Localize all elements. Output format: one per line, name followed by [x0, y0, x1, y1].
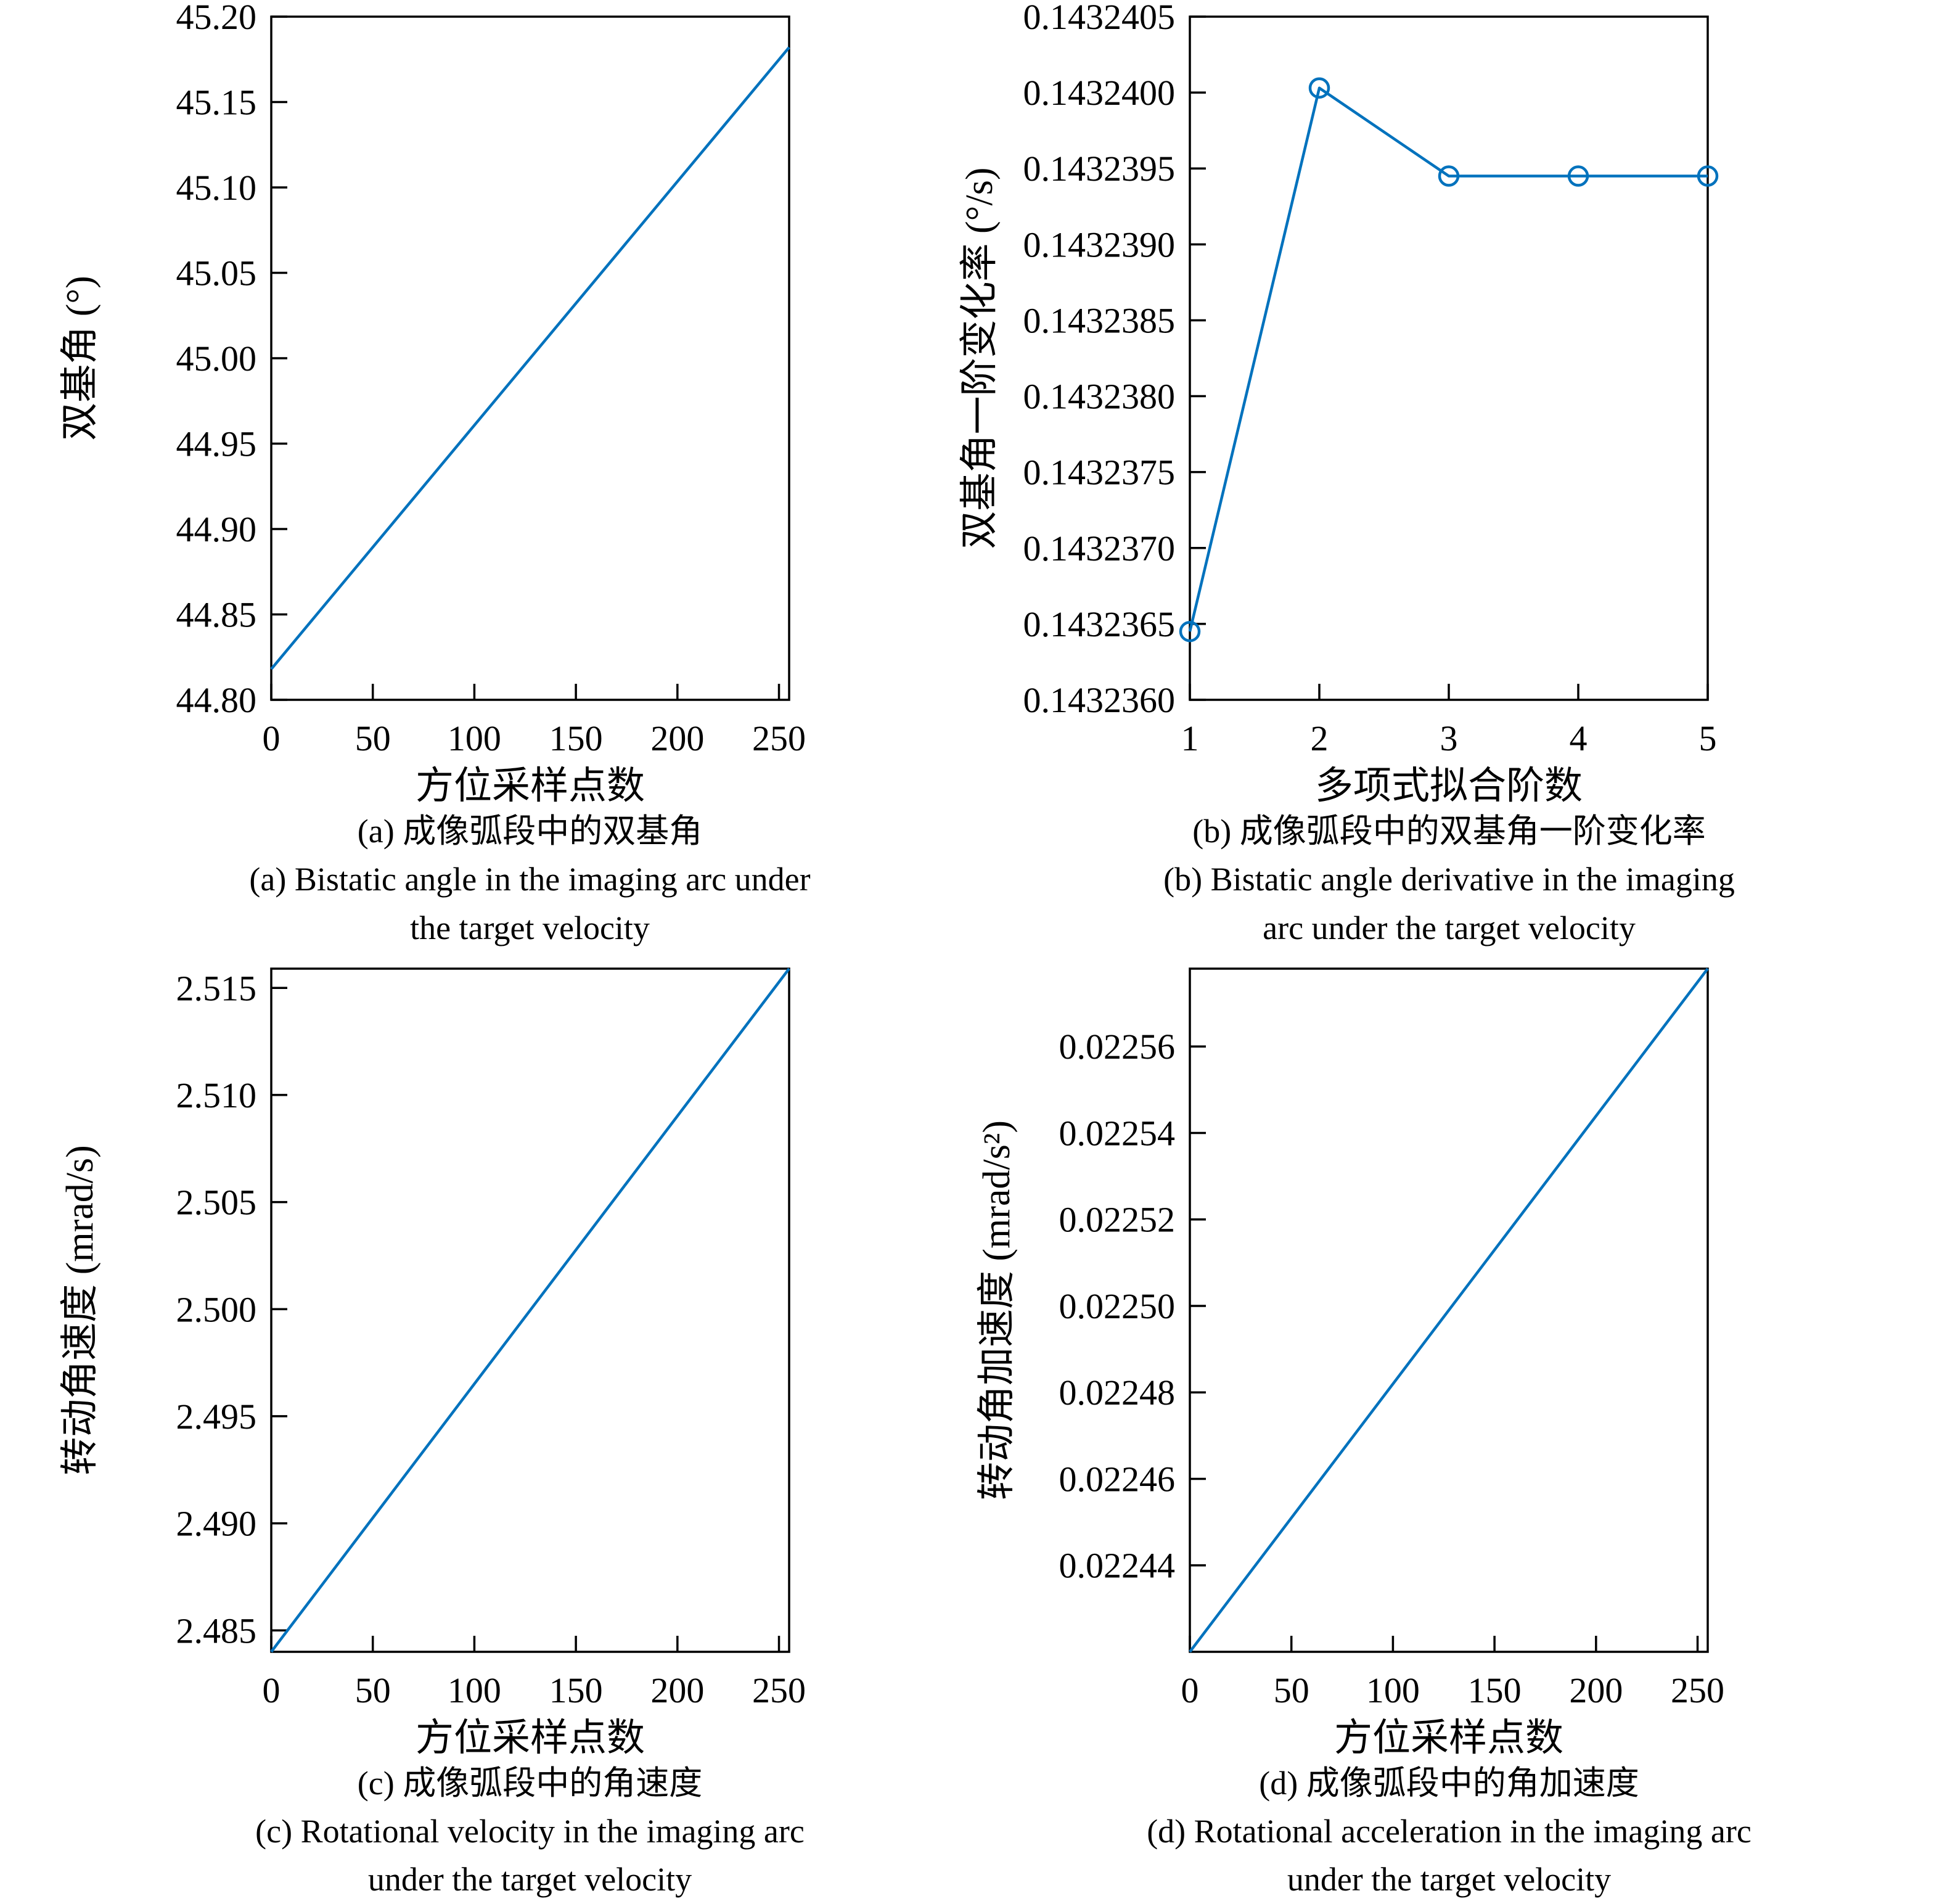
- caption-c: (c) 成像弧段中的角速度 (c) Rotational velocity in…: [44, 1759, 1015, 1904]
- svg-text:200: 200: [650, 718, 704, 758]
- svg-text:2.515: 2.515: [176, 968, 257, 1008]
- chart-b-bistatic-angle-derivative: 1 2 3 4 5 0.1432360 0.1432365 0.1432370 0.143237…: [959, 0, 1719, 807]
- svg-text:45.05: 45.05: [176, 253, 257, 293]
- svg-text:0: 0: [1181, 1670, 1199, 1710]
- svg-text:0.1432400: 0.1432400: [1023, 73, 1176, 113]
- svg-text:2.485: 2.485: [176, 1611, 257, 1651]
- svg-text:2.510: 2.510: [176, 1075, 257, 1115]
- svg-text:0.1432370: 0.1432370: [1023, 528, 1176, 568]
- svg-text:0.02244: 0.02244: [1059, 1546, 1176, 1586]
- svg-text:44.80: 44.80: [176, 680, 257, 720]
- caption-d-en-1: (d) Rotational acceleration in the imagi…: [1147, 1813, 1751, 1850]
- svg-text:2: 2: [1311, 718, 1329, 758]
- svg-text:50: 50: [355, 1670, 391, 1710]
- svg-text:200: 200: [650, 1670, 704, 1710]
- caption-b-en-2: arc under the target velocity: [1263, 909, 1636, 946]
- svg-text:250: 250: [752, 1670, 806, 1710]
- svg-text:44.95: 44.95: [176, 424, 257, 464]
- svg-text:0.02254: 0.02254: [1059, 1113, 1176, 1153]
- svg-text:0.1432395: 0.1432395: [1023, 149, 1176, 189]
- svg-text:方位采样点数: 方位采样点数: [416, 765, 645, 807]
- svg-text:0.02256: 0.02256: [1059, 1027, 1176, 1067]
- svg-text:0.02250: 0.02250: [1059, 1286, 1176, 1326]
- svg-text:方位采样点数: 方位采样点数: [1334, 1717, 1563, 1759]
- caption-d-zh: (d) 成像弧段中的角加速度: [1259, 1764, 1639, 1802]
- svg-text:45.10: 45.10: [176, 168, 257, 208]
- svg-text:转动角速度 (mrad/s): 转动角速度 (mrad/s): [59, 1145, 101, 1475]
- svg-text:150: 150: [1468, 1670, 1522, 1710]
- svg-text:0.1432385: 0.1432385: [1023, 300, 1176, 340]
- svg-text:44.85: 44.85: [176, 595, 257, 635]
- caption-c-zh: (c) 成像弧段中的角速度: [357, 1764, 703, 1802]
- caption-b: (b) 成像弧段中的双基角一阶变化率 (b) Bistatic angle de…: [964, 807, 1935, 952]
- svg-text:250: 250: [752, 718, 806, 758]
- svg-text:0.1432405: 0.1432405: [1023, 0, 1176, 37]
- caption-d: (d) 成像弧段中的角加速度 (d) Rotational accelerati…: [964, 1759, 1935, 1904]
- svg-text:5: 5: [1699, 718, 1717, 758]
- svg-text:双基角一阶变化率 (°/s): 双基角一阶变化率 (°/s): [959, 168, 1001, 549]
- chart-a-bistatic-angle: 0 50 100 150 200 250 44.80 44.85 44.90 44.95 45.00…: [59, 0, 806, 807]
- svg-text:4: 4: [1570, 718, 1588, 758]
- caption-a: (a) 成像弧段中的双基角 (a) Bistatic angle in the …: [44, 807, 1015, 952]
- svg-text:2.490: 2.490: [176, 1503, 257, 1543]
- svg-text:45.00: 45.00: [176, 339, 257, 379]
- svg-text:0.1432390: 0.1432390: [1023, 224, 1176, 265]
- svg-text:3: 3: [1440, 718, 1458, 758]
- caption-a-zh: (a) 成像弧段中的双基角: [357, 813, 703, 850]
- svg-text:45.15: 45.15: [176, 83, 257, 123]
- chart-c-rotational-velocity: 0 50 100 150 200 250 2.485 2.490 2.495 2.500 2.505…: [59, 967, 806, 1759]
- svg-text:转动角加速度 (mrad/s²): 转动角加速度 (mrad/s²): [976, 1120, 1018, 1500]
- caption-d-en-2: under the target velocity: [1287, 1861, 1612, 1898]
- svg-text:0: 0: [263, 718, 281, 758]
- caption-b-zh: (b) 成像弧段中的双基角一阶变化率: [1192, 813, 1706, 850]
- svg-text:0.1432365: 0.1432365: [1023, 604, 1176, 644]
- subplot-d: 0 50 100 150 200 250 0.02244 0.02246 0.02248 0.02…: [971, 952, 1942, 1904]
- svg-text:0: 0: [263, 1670, 281, 1710]
- svg-text:50: 50: [355, 718, 391, 758]
- svg-text:0.02248: 0.02248: [1059, 1373, 1176, 1413]
- chart-d-rotational-acceleration: 0 50 100 150 200 250 0.02244 0.02246 0.02248 0.02…: [976, 967, 1724, 1759]
- svg-text:双基角 (°): 双基角 (°): [59, 276, 101, 441]
- svg-text:44.90: 44.90: [176, 509, 257, 549]
- caption-c-en-1: (c) Rotational velocity in the imaging a…: [255, 1813, 805, 1850]
- svg-text:2.495: 2.495: [176, 1397, 257, 1437]
- svg-text:100: 100: [448, 1670, 501, 1710]
- subplot-a: 0 50 100 150 200 250 44.80 44.85 44.90 44.95 45.00…: [0, 0, 971, 952]
- svg-text:150: 150: [549, 1670, 603, 1710]
- svg-text:2.505: 2.505: [176, 1182, 257, 1222]
- caption-a-en-1: (a) Bistatic angle in the imaging arc un…: [249, 861, 811, 898]
- svg-text:2.500: 2.500: [176, 1289, 257, 1329]
- subplot-b: 1 2 3 4 5 0.1432360 0.1432365 0.1432370 0.143237…: [959, 0, 1942, 952]
- svg-text:45.20: 45.20: [176, 0, 257, 37]
- svg-text:200: 200: [1569, 1670, 1623, 1710]
- caption-c-en-2: under the target velocity: [367, 1861, 692, 1898]
- caption-b-en-1: (b) Bistatic angle derivative in the ima…: [1163, 861, 1735, 898]
- svg-text:100: 100: [1366, 1670, 1420, 1710]
- svg-text:150: 150: [549, 718, 603, 758]
- svg-text:1: 1: [1181, 718, 1199, 758]
- caption-a-en-2: the target velocity: [410, 909, 650, 946]
- svg-text:0.02246: 0.02246: [1059, 1459, 1176, 1499]
- svg-text:多项式拟合阶数: 多项式拟合阶数: [1315, 765, 1583, 807]
- svg-text:100: 100: [448, 718, 501, 758]
- svg-text:0.1432375: 0.1432375: [1023, 453, 1176, 493]
- svg-text:50: 50: [1274, 1670, 1309, 1710]
- svg-text:0.1432380: 0.1432380: [1023, 377, 1176, 417]
- svg-text:方位采样点数: 方位采样点数: [416, 1717, 645, 1759]
- subplot-c: 0 50 100 150 200 250 2.485 2.490 2.495 2.500 2.505…: [0, 952, 971, 1904]
- svg-text:250: 250: [1671, 1670, 1724, 1710]
- svg-text:0.02252: 0.02252: [1059, 1200, 1176, 1240]
- svg-text:0.1432360: 0.1432360: [1023, 680, 1176, 720]
